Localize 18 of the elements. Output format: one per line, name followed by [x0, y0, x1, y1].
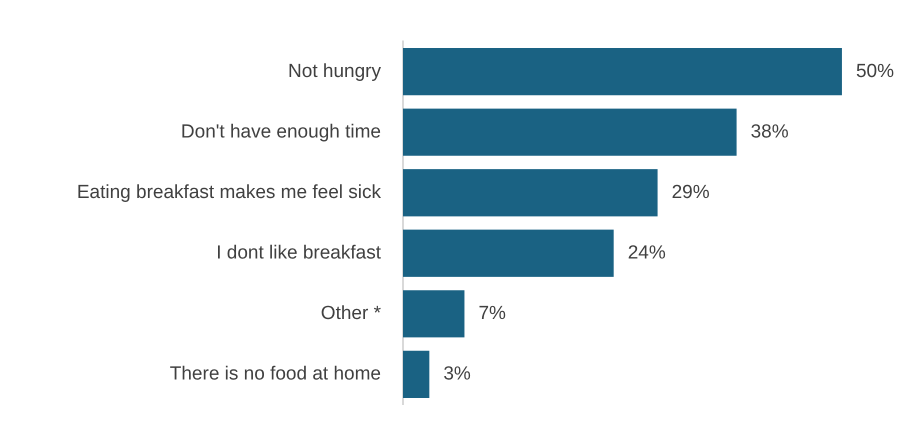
bar	[403, 350, 430, 398]
bar	[403, 169, 658, 216]
data-label: 7%	[478, 303, 506, 324]
bar	[403, 108, 737, 156]
bar	[403, 290, 464, 338]
data-label: 29%	[672, 182, 710, 203]
y-tick-label: Don't have enough time	[180, 121, 381, 142]
data-label: 38%	[750, 121, 789, 142]
y-tick-label: Other *	[320, 303, 382, 324]
y-tick-label: There is no food at home	[170, 364, 381, 385]
data-label: 3%	[443, 364, 471, 385]
y-tick-label: I dont like breakfast	[216, 242, 382, 264]
bar	[403, 230, 614, 277]
data-label: 50%	[856, 60, 894, 82]
y-tick-label: Not hungry	[288, 60, 382, 82]
y-tick-label: Eating breakfast makes me feel sick	[76, 182, 382, 203]
bar	[403, 48, 842, 96]
data-label: 24%	[628, 242, 666, 264]
